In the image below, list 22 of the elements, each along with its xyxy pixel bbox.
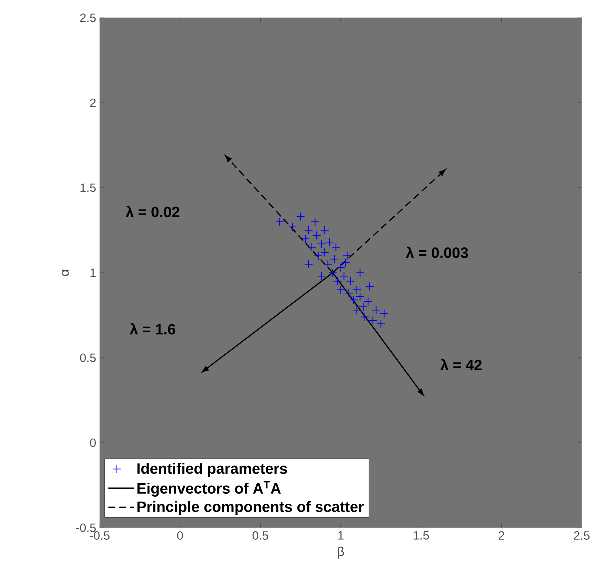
x-tick-label: 0	[177, 532, 184, 540]
x-axis-title: β	[338, 546, 344, 559]
legend-label: Eigenvectors of A$^{T}$A	[138, 481, 282, 497]
y-tick-label: -0.5	[76, 524, 96, 532]
annotation: λ = 1.6	[130, 323, 176, 335]
x-tick-label: 0.5	[252, 532, 268, 540]
y-tick-label: 1.5	[80, 184, 96, 192]
x-tick-label: 2.5	[574, 532, 590, 540]
y-tick-label: 0	[90, 438, 96, 448]
legend-label: Principle components of scatter	[138, 501, 364, 516]
annotation: λ = 42	[440, 359, 482, 370]
x-tick-label: 1	[338, 532, 344, 540]
y-tick-label: 2.5	[80, 14, 96, 22]
annotation: λ = 0.02	[126, 206, 180, 218]
y-tick-label: 0.5	[80, 354, 96, 362]
x-tick-label: 1.5	[414, 532, 430, 540]
annotation: λ = 0.003	[406, 246, 468, 258]
y-axis-title: α	[62, 270, 70, 276]
y-tick-label: 1	[90, 268, 96, 278]
legend-label: Identified parameters	[138, 463, 288, 478]
y-tick-label: 2	[90, 98, 96, 108]
x-tick-label: 2	[498, 532, 504, 540]
